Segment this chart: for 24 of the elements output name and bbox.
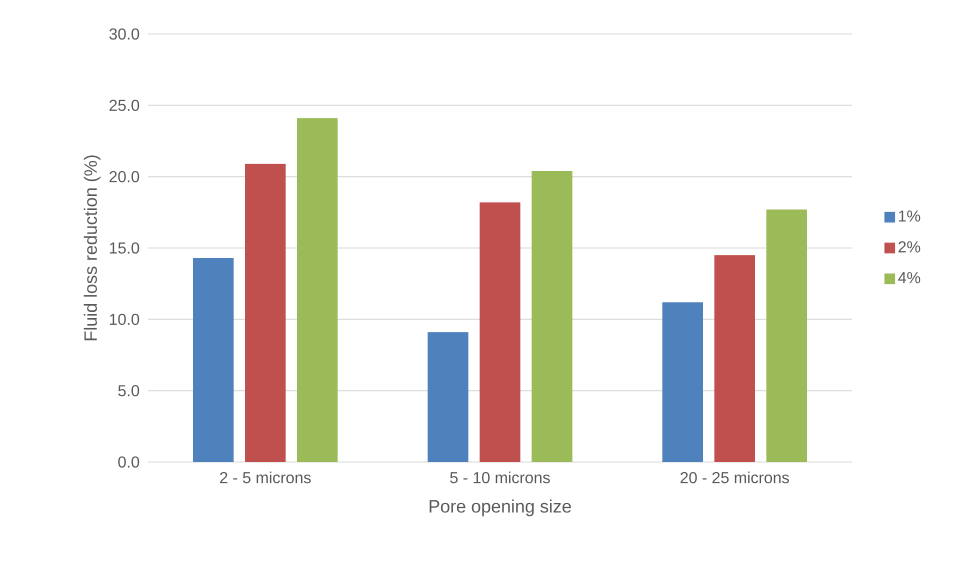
legend-label: 2% bbox=[898, 241, 920, 252]
legend-label: 1% bbox=[898, 210, 920, 222]
x-axis-title: Pore opening size bbox=[430, 500, 571, 516]
y-tick-label: 5.0 bbox=[118, 385, 140, 396]
bar bbox=[532, 170, 572, 462]
bar bbox=[428, 332, 468, 462]
x-tick-label: 20 - 25 microns bbox=[680, 472, 789, 484]
y-tick-label: 25.0 bbox=[110, 100, 140, 111]
bar bbox=[480, 202, 520, 462]
y-tick-label: 0.0 bbox=[118, 456, 140, 468]
bar bbox=[714, 255, 756, 462]
y-axis-title: Fluid loss reduction (%) bbox=[84, 155, 100, 340]
y-tick-label: 20.0 bbox=[110, 171, 140, 182]
bar bbox=[662, 302, 704, 462]
x-tick-label: 5 - 10 microns bbox=[450, 472, 550, 484]
bar bbox=[297, 118, 338, 462]
bar bbox=[245, 164, 286, 462]
y-tick-label: 30.0 bbox=[109, 28, 140, 40]
y-tick-label: 15.0 bbox=[110, 242, 140, 254]
legend-label: 4% bbox=[898, 272, 920, 284]
bar bbox=[766, 209, 808, 462]
bar bbox=[193, 258, 234, 462]
x-tick-label: 2 - 5 microns bbox=[220, 472, 311, 484]
y-tick-label: 10.0 bbox=[110, 314, 140, 325]
